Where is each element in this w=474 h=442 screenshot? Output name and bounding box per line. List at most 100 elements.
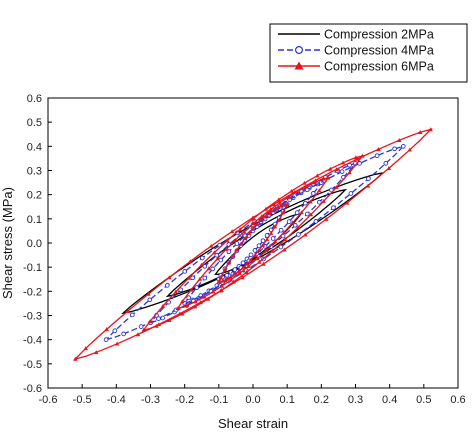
loop-path xyxy=(73,128,433,361)
data-point-circle xyxy=(270,236,276,241)
data-point-triangle xyxy=(228,274,234,279)
data-point-circle xyxy=(357,161,362,166)
data-point-circle xyxy=(164,283,170,288)
data-point-triangle xyxy=(376,147,381,151)
y-tick-label: -0.4 xyxy=(23,335,42,347)
data-point-circle xyxy=(313,219,319,224)
data-point-triangle xyxy=(326,175,331,180)
data-point-circle xyxy=(292,222,298,228)
legend-label-2mpa: Compression 2MPa xyxy=(324,28,434,42)
data-point-triangle xyxy=(197,276,203,281)
data-point-circle xyxy=(103,337,109,343)
data-point-triangle xyxy=(272,224,278,229)
data-point-triangle xyxy=(248,257,254,262)
x-tick-label: 0.1 xyxy=(280,394,295,406)
y-tick-label: -0.6 xyxy=(23,383,42,395)
data-point-triangle xyxy=(238,241,244,246)
data-point-circle xyxy=(304,211,310,217)
data-point-triangle xyxy=(254,221,260,226)
x-tick-label: 0.2 xyxy=(314,394,329,406)
y-tick-label: -0.5 xyxy=(23,359,42,371)
data-point-triangle xyxy=(283,202,288,207)
series-0 xyxy=(121,171,385,315)
data-point-circle xyxy=(138,324,144,329)
y-tick-label: 0.6 xyxy=(27,93,42,105)
data-point-triangle xyxy=(237,227,243,232)
data-point-triangle xyxy=(211,289,216,294)
data-point-triangle xyxy=(283,237,288,242)
data-point-circle xyxy=(214,252,220,258)
data-point-triangle xyxy=(292,189,297,194)
data-point-triangle xyxy=(334,185,339,189)
data-point-triangle xyxy=(334,167,339,172)
loop-path xyxy=(121,171,385,315)
data-point-triangle xyxy=(135,332,141,337)
data-point-triangle xyxy=(104,327,109,332)
data-point-triangle xyxy=(295,225,301,230)
x-tick-label: 0.0 xyxy=(245,394,260,406)
data-point-triangle xyxy=(193,299,198,304)
data-point-triangle xyxy=(271,202,277,207)
x-tick-label: -0.4 xyxy=(107,394,126,406)
data-point-triangle xyxy=(264,248,269,252)
data-point-triangle xyxy=(94,350,99,355)
data-point-triangle xyxy=(237,271,242,275)
loop-path xyxy=(176,176,329,310)
data-point-triangle xyxy=(202,294,207,299)
data-point-triangle xyxy=(347,170,352,175)
data-point-circle xyxy=(331,205,336,211)
data-point-triangle xyxy=(312,180,318,185)
series-1 xyxy=(103,143,406,343)
data-point-triangle xyxy=(219,283,225,288)
data-point-triangle xyxy=(264,237,270,241)
data-point-circle xyxy=(400,143,406,149)
data-point-triangle xyxy=(167,318,172,322)
data-point-triangle xyxy=(230,253,236,258)
data-point-triangle xyxy=(277,200,282,205)
data-point-triangle xyxy=(229,229,235,234)
data-point-circle xyxy=(256,243,262,249)
data-point-triangle xyxy=(274,205,280,210)
data-point-triangle xyxy=(184,303,189,308)
legend-label-6mpa: Compression 6MPa xyxy=(324,60,434,74)
y-tick-label: -0.1 xyxy=(23,262,42,274)
data-point-triangle xyxy=(216,279,221,284)
x-axis: -0.6 -0.5 -0.4 -0.3 -0.2 -0.1 0.0 0.1 0.2 0.3 0.4 0… xyxy=(39,384,466,406)
data-point-triangle xyxy=(246,231,252,235)
data-point-circle xyxy=(278,227,284,233)
data-point-triangle xyxy=(234,247,240,252)
y-tick-label: 0.3 xyxy=(27,166,42,178)
data-point-triangle xyxy=(240,275,245,280)
data-point-triangle xyxy=(303,232,308,237)
data-point-triangle xyxy=(260,242,266,247)
data-point-circle xyxy=(240,260,246,266)
y-tick-label: 0.1 xyxy=(27,214,42,226)
data-point-circle xyxy=(190,275,196,281)
data-point-triangle xyxy=(407,147,412,152)
data-point-triangle xyxy=(242,236,248,241)
data-point-circle xyxy=(112,328,118,334)
data-point-triangle xyxy=(215,256,220,261)
data-point-circle xyxy=(129,312,135,318)
data-point-triangle xyxy=(244,270,249,274)
data-point-triangle xyxy=(233,237,238,242)
data-point-circle xyxy=(383,160,389,166)
data-point-triangle xyxy=(397,138,402,142)
data-point-triangle xyxy=(244,261,250,266)
legend-label-4mpa: Compression 4MPa xyxy=(324,44,434,58)
data-point-triangle xyxy=(261,261,266,266)
data-point-circle xyxy=(260,238,266,244)
x-tick-label: -0.2 xyxy=(175,394,194,406)
data-point-triangle xyxy=(228,277,234,282)
data-point-triangle xyxy=(308,212,314,217)
data-point-triangle xyxy=(276,217,282,222)
x-tick-label: -0.1 xyxy=(209,394,228,406)
data-point-triangle xyxy=(224,246,229,251)
data-point-triangle xyxy=(365,183,371,188)
data-point-circle xyxy=(202,275,208,281)
data-point-triangle xyxy=(199,262,204,267)
data-point-triangle xyxy=(313,178,318,183)
data-point-triangle xyxy=(257,259,262,264)
data-point-triangle xyxy=(222,267,228,272)
data-point-triangle xyxy=(167,275,172,280)
